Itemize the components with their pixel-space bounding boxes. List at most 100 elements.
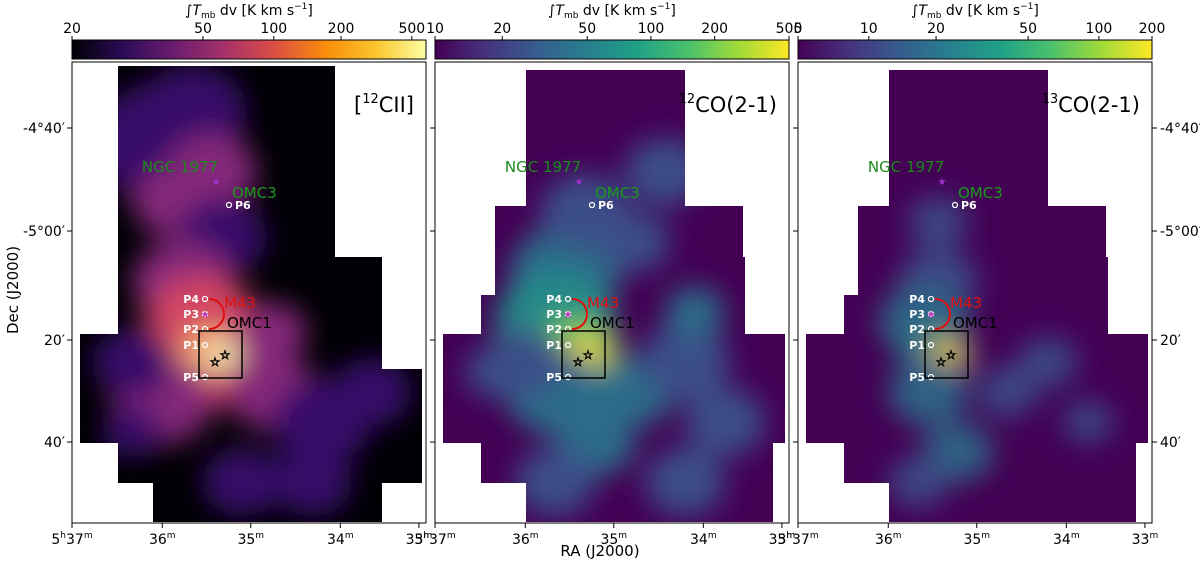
ra-tick-label: 36m xyxy=(149,531,176,548)
plot-frame xyxy=(797,61,1153,524)
point-label-p4: P4 xyxy=(183,293,199,306)
emission-blob xyxy=(1063,400,1113,444)
colorbar-tick-label: 10 xyxy=(860,21,878,37)
point-label-p3: P3 xyxy=(909,308,925,321)
dec-tick-label: -5°00′ xyxy=(23,224,65,240)
label-omc3: OMC3 xyxy=(232,184,277,202)
colorbar xyxy=(797,39,1153,60)
colorbar-label: ∫Tmb dv [K km s−1] xyxy=(548,2,676,21)
point-marker xyxy=(225,201,233,209)
label-omc3: OMC3 xyxy=(595,184,640,202)
colorbar-tick-label: 50 xyxy=(1019,21,1037,37)
dec-tick-label: 40′ xyxy=(44,435,65,451)
ra-tick-label: 5h37m xyxy=(414,531,455,548)
m43-star-icon: ★ xyxy=(200,308,210,321)
point-marker xyxy=(927,295,935,303)
intensity-map xyxy=(80,66,422,522)
ra-tick-label: 34m xyxy=(1053,531,1080,548)
point-label-p3: P3 xyxy=(183,308,199,321)
omc1-box xyxy=(924,330,969,379)
point-marker xyxy=(927,310,935,318)
ra-tick-label: 33m xyxy=(1132,531,1159,548)
x-axis-label: RA (J2000) xyxy=(560,542,639,560)
panel-co12: 10 20 50 100 200 500 ∫Tmb dv [K km s−1] 12CO(2-… xyxy=(414,2,802,548)
colorbar-tick-label: 200 xyxy=(1139,21,1166,37)
plot-frame xyxy=(71,61,427,524)
ra-tick-label: 36m xyxy=(875,531,902,548)
colorbar-tick-label: 20 xyxy=(493,21,511,37)
dec-tick-label: 20′ xyxy=(1160,333,1181,349)
ra-tick-label: 34m xyxy=(690,531,717,548)
ra-tick-label: 5h37m xyxy=(777,531,818,548)
colorbar-label: ∫Tmb dv [K km s−1] xyxy=(185,2,313,21)
m43-arc xyxy=(934,298,951,330)
label-ngc1977: NGC 1977 xyxy=(505,158,581,176)
colorbar-tick-label: 100 xyxy=(260,21,287,37)
point-label-p2: P2 xyxy=(546,323,562,336)
emission-blob xyxy=(685,388,765,456)
point-label-p6: P6 xyxy=(235,199,251,212)
point-label-p5: P5 xyxy=(909,371,925,384)
panel-label: [12CII] xyxy=(354,92,414,117)
m43-star-icon: ★ xyxy=(563,308,573,321)
omc1-star-icon: ☆ xyxy=(210,355,221,369)
label-omc3: OMC3 xyxy=(958,184,1003,202)
emission xyxy=(878,196,1113,508)
label-omc1: OMC1 xyxy=(590,314,635,332)
emission xyxy=(465,138,765,516)
ra-tick-label: 35m xyxy=(237,531,264,548)
colorbar-tick-label: 20 xyxy=(63,21,81,37)
panel-co13: 5 10 20 50 100 200 ∫Tmb dv [K km s−1] 13CO(2-1)… xyxy=(777,2,1200,548)
ra-tick-label: 33m xyxy=(406,531,433,548)
label-omc1: OMC1 xyxy=(953,314,998,332)
colorbar xyxy=(434,39,790,60)
omc1-star-icon: ☆ xyxy=(220,348,231,362)
point-label-p1: P1 xyxy=(909,339,925,352)
colorbar-tick-label: 50 xyxy=(578,21,596,37)
dec-tick-label: -4°40′ xyxy=(1160,121,1200,137)
intensity-map xyxy=(443,70,785,522)
point-marker xyxy=(927,341,935,349)
label-m43: M43 xyxy=(224,294,256,312)
emission-blob xyxy=(465,346,525,398)
point-label-p2: P2 xyxy=(909,323,925,336)
emission-blob xyxy=(237,302,307,362)
y-axis-label: Dec (J2000) xyxy=(4,246,22,334)
emission-blob xyxy=(204,338,240,370)
emission-blob xyxy=(888,456,948,508)
emission-blob xyxy=(515,448,595,516)
point-label-p5: P5 xyxy=(546,371,562,384)
omc1-star-icon: ☆ xyxy=(936,355,947,369)
emission-blob xyxy=(202,448,282,516)
point-marker xyxy=(201,295,209,303)
dec-tick-label: -4°40′ xyxy=(23,121,65,137)
emission-blob xyxy=(978,366,1038,418)
panel-label: 12CO(2-1) xyxy=(679,92,777,117)
colorbar-tick-label: 20 xyxy=(927,21,945,37)
map-background xyxy=(806,70,1148,522)
emission-blob xyxy=(665,286,725,338)
point-marker xyxy=(564,310,572,318)
label-ngc1977: NGC 1977 xyxy=(142,158,218,176)
point-label-p1: P1 xyxy=(183,339,199,352)
emission-blob xyxy=(272,448,352,516)
ra-tick-label: 36m xyxy=(512,531,539,548)
point-label-p4: P4 xyxy=(909,293,925,306)
intensity-map xyxy=(806,70,1148,522)
colorbar-label: ∫Tmb dv [K km s−1] xyxy=(911,2,1039,21)
colorbar xyxy=(71,39,427,60)
ngc1977-star-icon: ★ xyxy=(575,177,584,188)
ra-tick-label: 35m xyxy=(963,531,990,548)
point-marker xyxy=(951,201,959,209)
colorbar-tick-label: 200 xyxy=(701,21,728,37)
dec-tick-label: 40′ xyxy=(1160,435,1181,451)
point-label-p6: P6 xyxy=(598,199,614,212)
emission-blob xyxy=(640,323,730,401)
point-marker xyxy=(201,341,209,349)
emission-blob xyxy=(332,358,412,426)
point-label-p1: P1 xyxy=(546,339,562,352)
label-omc1: OMC1 xyxy=(227,314,272,332)
m43-star-icon: ★ xyxy=(926,308,936,321)
colorbar-tick-label: 100 xyxy=(1086,21,1113,37)
